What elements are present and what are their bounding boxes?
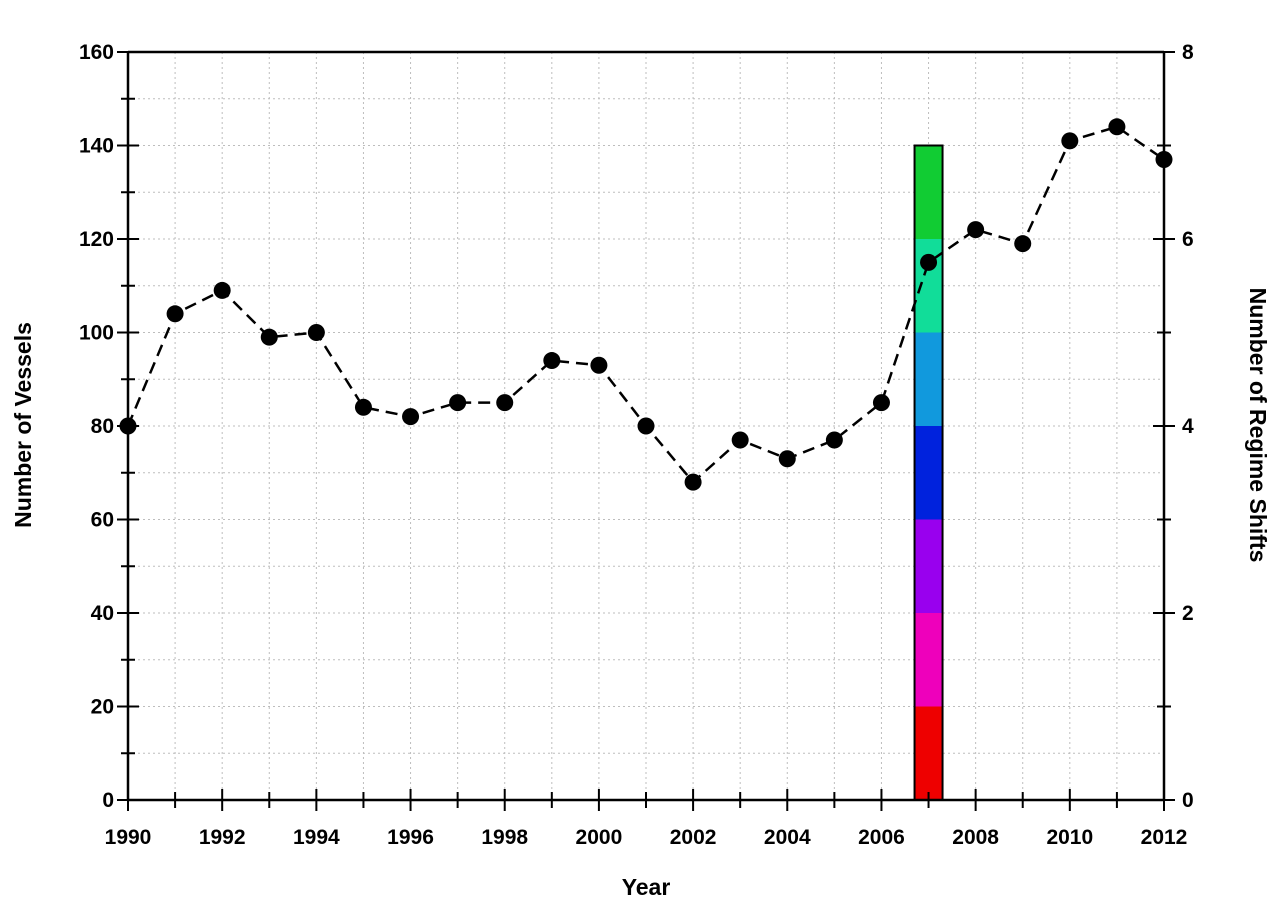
y2-tick-label: 0 bbox=[1182, 789, 1194, 812]
vessel-data-point bbox=[825, 431, 843, 449]
vessel-data-point bbox=[684, 473, 702, 491]
y2-tick-label: 2 bbox=[1182, 602, 1194, 625]
y-tick-label: 80 bbox=[91, 415, 114, 438]
x-axis-title: Year bbox=[622, 874, 671, 900]
x-tick-label: 2008 bbox=[952, 826, 999, 849]
vessel-data-point bbox=[1108, 118, 1126, 136]
vessel-data-point bbox=[354, 398, 372, 416]
y-tick-label: 160 bbox=[79, 41, 114, 64]
y-tick-label: 120 bbox=[79, 228, 114, 251]
x-tick-label: 2004 bbox=[764, 826, 811, 849]
y-tick-label: 100 bbox=[79, 322, 114, 345]
x-tick-label: 2012 bbox=[1141, 826, 1188, 849]
regime-shift-segment bbox=[914, 426, 943, 520]
vessel-data-point bbox=[166, 305, 184, 323]
vessel-data-point bbox=[778, 450, 796, 468]
vessel-data-point bbox=[920, 253, 938, 271]
vessel-data-point bbox=[1014, 235, 1032, 253]
vessel-data-point bbox=[260, 328, 278, 346]
vessel-data-point bbox=[1061, 132, 1079, 150]
x-tick-label: 2006 bbox=[858, 826, 905, 849]
vessel-data-point bbox=[402, 408, 420, 426]
y-tick-label: 60 bbox=[91, 509, 114, 532]
vessel-data-point bbox=[590, 356, 608, 374]
y2-axis-title: Number of Regime Shifts bbox=[1245, 288, 1271, 563]
vessel-data-point bbox=[543, 352, 561, 370]
y2-tick-label: 8 bbox=[1182, 41, 1194, 64]
y2-tick-label: 6 bbox=[1182, 228, 1194, 251]
vessel-data-point bbox=[449, 394, 467, 412]
y-tick-label: 20 bbox=[91, 696, 114, 719]
x-tick-label: 1996 bbox=[387, 826, 434, 849]
regime-shift-segment bbox=[914, 613, 943, 707]
x-tick-label: 2010 bbox=[1046, 826, 1093, 849]
regime-shift-segment bbox=[914, 332, 943, 426]
vessel-data-point bbox=[872, 394, 890, 412]
vessel-data-point bbox=[731, 431, 749, 449]
y-axis-title: Number of Vessels bbox=[10, 322, 36, 528]
vessel-data-point bbox=[637, 417, 655, 435]
regime-shift-segment bbox=[914, 145, 943, 239]
y-tick-label: 40 bbox=[91, 602, 114, 625]
regime-shift-segment bbox=[914, 239, 943, 333]
vessel-data-point bbox=[967, 221, 985, 239]
x-tick-label: 1998 bbox=[481, 826, 528, 849]
vessel-series bbox=[119, 118, 1173, 491]
y2-tick-label: 4 bbox=[1182, 415, 1194, 438]
x-tick-label: 1992 bbox=[199, 826, 246, 849]
vessel-data-point bbox=[496, 394, 514, 412]
x-tick-label: 1994 bbox=[293, 826, 340, 849]
x-tick-label: 2002 bbox=[670, 826, 717, 849]
y-tick-label: 140 bbox=[79, 135, 114, 158]
y-tick-label: 0 bbox=[102, 789, 114, 812]
vessel-data-point bbox=[307, 324, 325, 341]
vessel-data-point bbox=[213, 281, 231, 299]
x-tick-label: 2000 bbox=[576, 826, 623, 849]
regime-shift-bar bbox=[913, 144, 944, 801]
tick-labels: 1990 1992 1994 1996 1998 2000 2002 2004 2006 2008… bbox=[79, 41, 1194, 849]
axes bbox=[117, 50, 1175, 811]
regime-shift-segment bbox=[914, 519, 943, 613]
regime-shift-segment bbox=[914, 706, 943, 800]
x-tick-label: 1990 bbox=[105, 826, 152, 849]
